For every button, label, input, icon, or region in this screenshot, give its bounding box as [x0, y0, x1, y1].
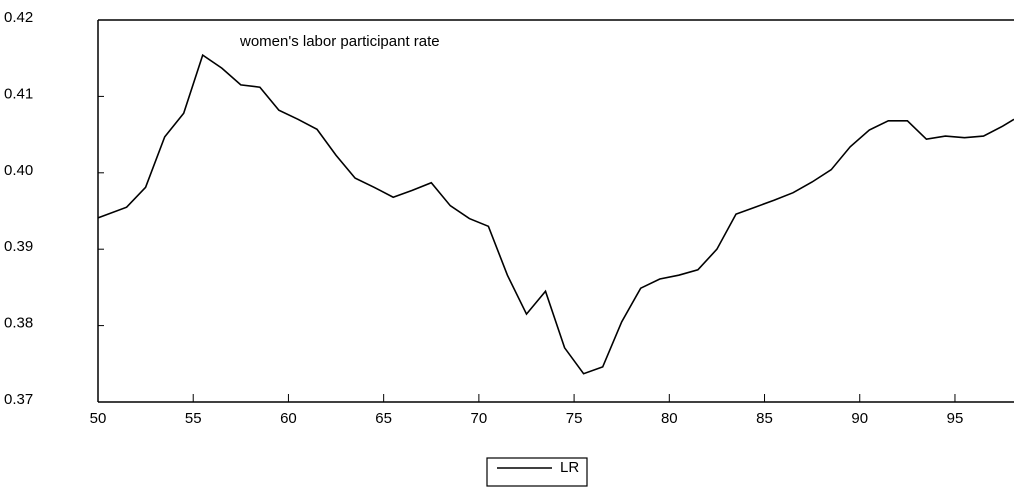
y-tick-label: 0.39 — [4, 238, 33, 255]
x-tick-label: 70 — [471, 410, 488, 427]
data-line — [97, 53, 1014, 375]
x-tick-label: 95 — [947, 410, 964, 427]
chart-title: women's labor participant rate — [239, 33, 440, 50]
x-tick-label: 60 — [280, 410, 297, 427]
y-tick-label: 0.40 — [4, 162, 33, 179]
legend-box — [486, 457, 588, 487]
x-tick-label: 75 — [566, 410, 583, 427]
y-tick-label: 0.38 — [4, 315, 33, 332]
plot-frame — [97, 19, 1014, 403]
x-tick-label: 90 — [851, 410, 868, 427]
x-tick-label: 80 — [661, 410, 678, 427]
y-tick-label: 0.37 — [4, 391, 33, 408]
legend-label: LR — [560, 459, 579, 476]
x-tick-label: 85 — [756, 410, 773, 427]
x-tick-label: 50 — [90, 410, 107, 427]
x-tick-label: 55 — [185, 410, 202, 427]
y-tick-label: 0.41 — [4, 85, 33, 102]
x-tick-label: 65 — [375, 410, 392, 427]
y-tick-label: 0.42 — [4, 9, 33, 26]
